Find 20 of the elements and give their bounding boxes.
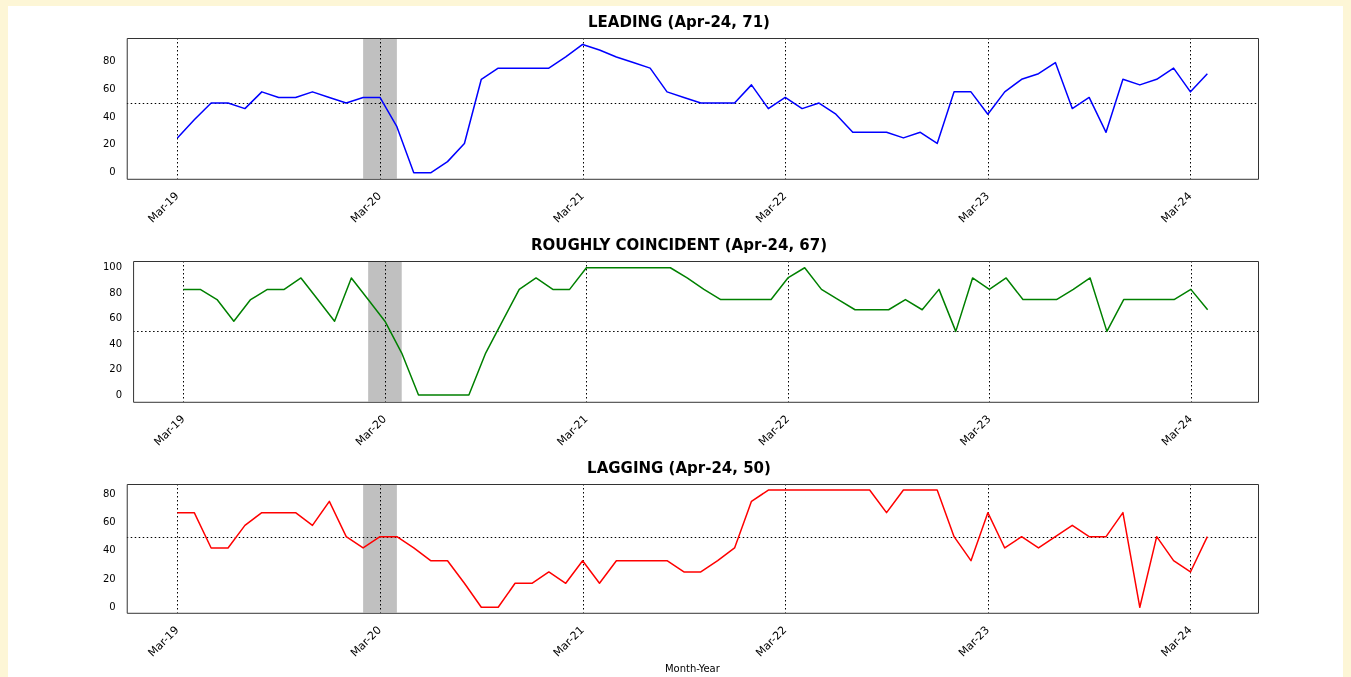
y-tick-label: 0	[115, 388, 123, 400]
y-tick-label: 40	[109, 337, 123, 349]
y-tick-label: 40	[102, 544, 116, 556]
y-tick-label: 80	[109, 286, 123, 298]
y-tick-label: 80	[102, 487, 116, 499]
chart-title: LAGGING (Apr-24, 50)	[587, 458, 771, 477]
y-tick-label: 20	[109, 363, 123, 375]
y-tick-label: 20	[102, 572, 116, 584]
chart-title: LEADING (Apr-24, 71)	[588, 12, 770, 31]
y-tick-label: 100	[102, 261, 123, 273]
y-tick-label: 20	[102, 138, 116, 150]
y-tick-label: 60	[102, 516, 116, 528]
y-tick-label: 60	[102, 82, 116, 94]
x-axis-title: Month-Year	[664, 662, 721, 674]
y-tick-label: 40	[102, 110, 116, 122]
chart-title: ROUGHLY COINCIDENT (Apr-24, 67)	[530, 235, 828, 254]
y-tick-label: 0	[109, 166, 116, 178]
y-tick-label: 80	[102, 54, 116, 66]
y-tick-label: 0	[109, 600, 116, 612]
y-tick-label: 60	[109, 312, 123, 324]
